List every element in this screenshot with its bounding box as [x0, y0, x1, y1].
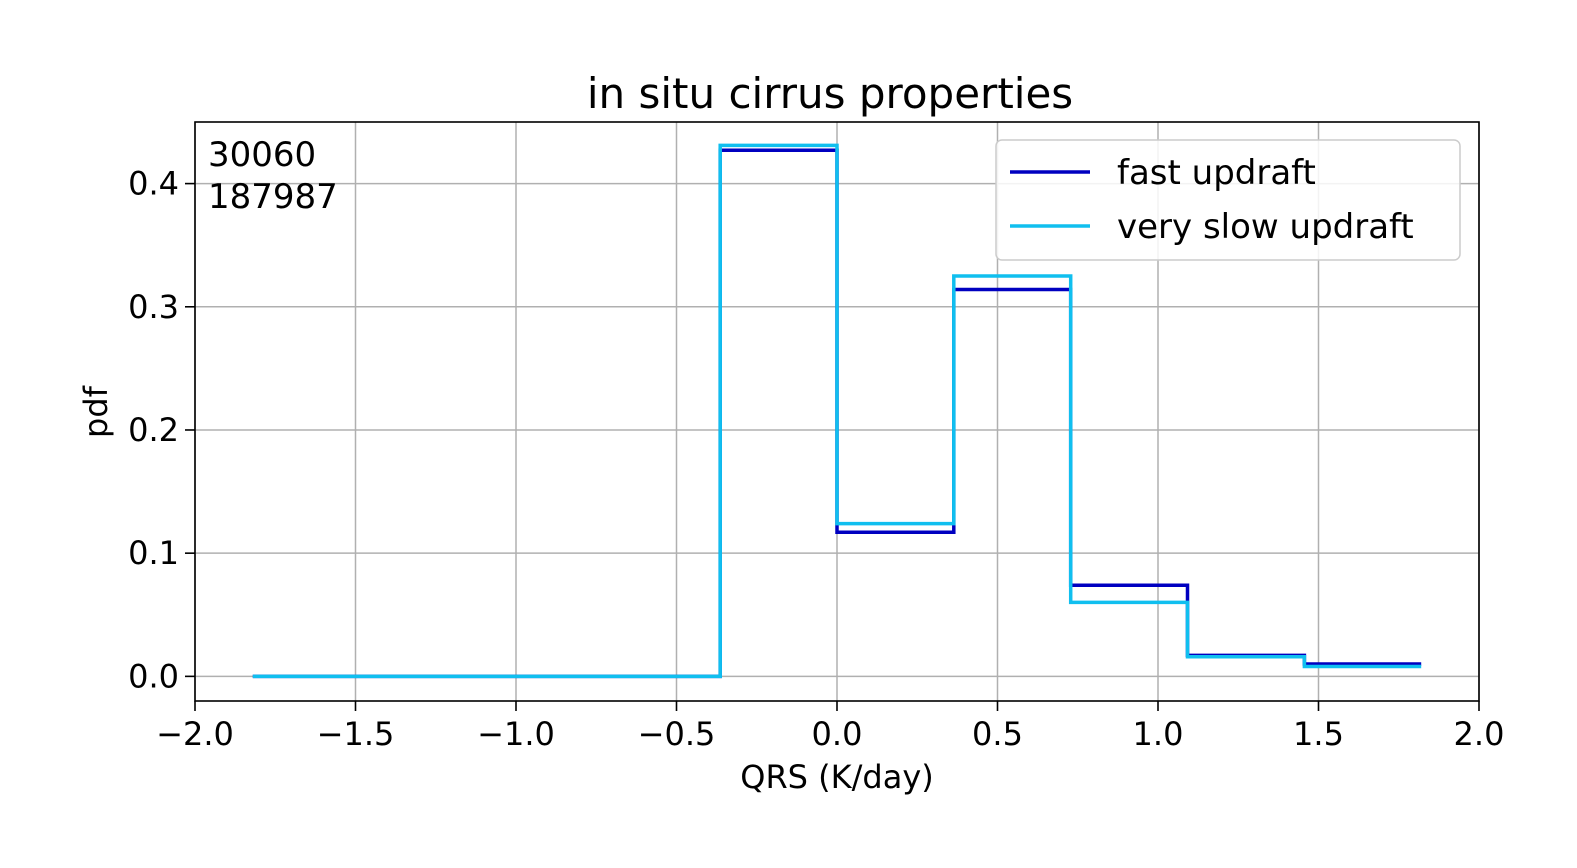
- y-tick-label: 0.2: [128, 411, 179, 449]
- y-axis: 0.0 0.1 0.2 0.3 0.4: [128, 165, 195, 695]
- y-tick-label: 0.1: [128, 534, 179, 572]
- x-axis: −2.0 −1.5 −1.0 −0.5 0.0 0.5 1.0 1.5 2.0: [156, 701, 1504, 753]
- annotation-count-1: 30060: [208, 135, 316, 175]
- x-tick-label: 0.0: [812, 715, 863, 753]
- x-tick-label: −1.5: [317, 715, 395, 753]
- y-tick-label: 0.4: [128, 165, 179, 203]
- x-tick-label: 1.5: [1293, 715, 1344, 753]
- annotation-count-2: 187987: [208, 177, 338, 217]
- x-axis-label: QRS (K/day): [740, 758, 934, 796]
- series-line-very-slow-updraft: [252, 143, 1422, 679]
- x-tick-label: 0.5: [972, 715, 1023, 753]
- y-tick-label: 0.0: [128, 657, 179, 695]
- legend: fast updraft very slow updraft: [995, 139, 1461, 261]
- series-layer: [252, 143, 1422, 679]
- chart-title: in situ cirrus properties: [587, 69, 1073, 118]
- legend-box: [995, 139, 1461, 261]
- y-tick-label: 0.3: [128, 288, 179, 326]
- x-tick-label: −1.0: [477, 715, 555, 753]
- x-tick-label: 1.0: [1133, 715, 1184, 753]
- x-tick-label: −2.0: [156, 715, 234, 753]
- legend-label-very-slow-updraft: very slow updraft: [1117, 207, 1414, 247]
- legend-label-fast-updraft: fast updraft: [1117, 153, 1316, 193]
- y-axis-label: pdf: [77, 385, 115, 438]
- x-tick-label: 2.0: [1454, 715, 1505, 753]
- x-tick-label: −0.5: [638, 715, 716, 753]
